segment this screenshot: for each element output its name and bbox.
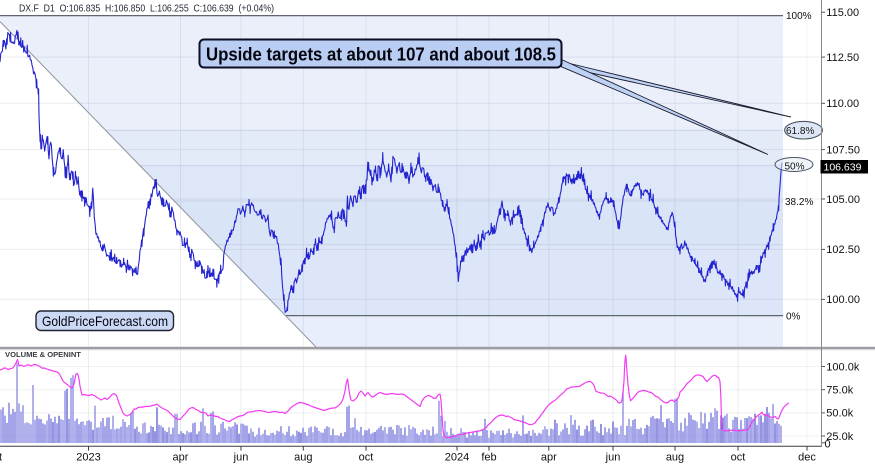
svg-text:50.0k: 50.0k — [826, 408, 853, 420]
svg-text:61.8%: 61.8% — [786, 126, 814, 137]
svg-text:102.50: 102.50 — [826, 244, 860, 256]
svg-text:38.2%: 38.2% — [785, 197, 813, 208]
svg-text:100.00: 100.00 — [826, 294, 860, 306]
svg-text:2023: 2023 — [76, 452, 100, 464]
svg-text:0%: 0% — [786, 312, 801, 323]
svg-text:jun: jun — [233, 452, 249, 464]
svg-text:dec: dec — [798, 452, 816, 464]
svg-text:110.00: 110.00 — [826, 98, 859, 110]
svg-text:DX.F D1 O:106.835 H:106.850: DX.F D1 O:106.835 H:106.850 L:106.255 C:… — [19, 2, 274, 14]
svg-text:feb: feb — [481, 452, 496, 464]
svg-text:aug: aug — [294, 452, 312, 464]
svg-text:106.639: 106.639 — [824, 162, 862, 174]
svg-text:Upside targets at about 107 an: Upside targets at about 107 and about 10… — [206, 45, 556, 65]
svg-text:115.00: 115.00 — [826, 7, 859, 19]
svg-text:t: t — [0, 452, 2, 464]
svg-text:75.0k: 75.0k — [826, 385, 853, 397]
svg-text:107.50: 107.50 — [826, 144, 860, 156]
svg-text:100%: 100% — [786, 11, 812, 22]
svg-text:112.50: 112.50 — [826, 52, 859, 64]
svg-text:100.0k: 100.0k — [826, 361, 860, 373]
svg-text:0: 0 — [825, 438, 831, 450]
svg-text:25.0k: 25.0k — [826, 431, 853, 443]
svg-text:apr: apr — [173, 452, 189, 464]
svg-text:GoldPriceForecast.com: GoldPriceForecast.com — [42, 313, 168, 329]
svg-text:VOLUME & OPENINT: VOLUME & OPENINT — [5, 350, 81, 359]
svg-text:2024: 2024 — [445, 452, 469, 464]
svg-text:oct: oct — [359, 452, 374, 464]
svg-text:50%: 50% — [785, 161, 805, 172]
svg-text:oct: oct — [731, 452, 746, 464]
svg-text:apr: apr — [541, 452, 557, 464]
svg-text:aug: aug — [666, 452, 684, 464]
svg-text:105.00: 105.00 — [826, 194, 860, 206]
svg-text:jun: jun — [605, 452, 621, 464]
